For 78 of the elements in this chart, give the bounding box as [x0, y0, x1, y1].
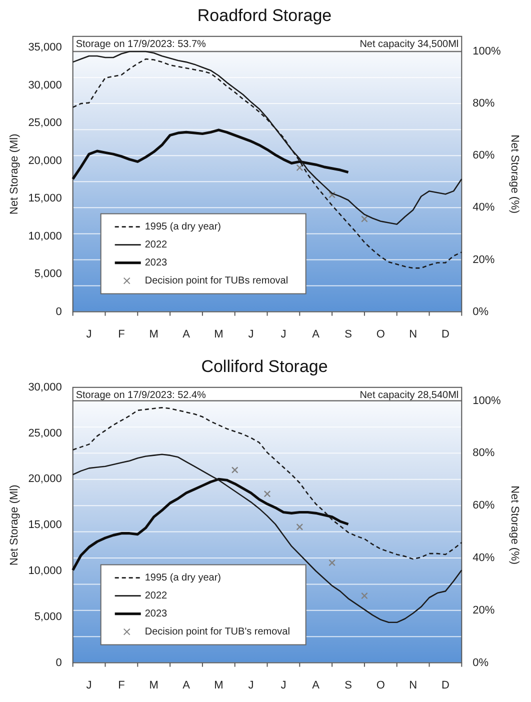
legend-label: 1995 (a dry year) [144, 222, 221, 233]
y-tick-label: 15,000 [28, 192, 62, 205]
x-tick-label: M [214, 328, 224, 340]
point [296, 524, 304, 530]
y-tick-label: 0 [56, 306, 62, 318]
x-tick-label: J [248, 328, 254, 340]
annotation: Net capacity 34,500Ml [360, 39, 459, 50]
y2-tick-label: 60% [472, 150, 495, 162]
y-tick-label: 25,000 [28, 427, 62, 440]
y2-tick-label: 60% [472, 500, 495, 512]
y2-tick-label: 80% [472, 98, 495, 110]
x-tick-label: J [280, 328, 286, 340]
y-tick-label: 30,000 [28, 381, 62, 394]
legend-label: Decision point for TUBs removal [144, 276, 288, 287]
x-tick-label: F [118, 679, 126, 692]
x-tick-label: S [344, 328, 352, 340]
point [361, 592, 368, 600]
point [328, 191, 336, 198]
y-tick-label: 20,000 [28, 154, 62, 167]
chart-title: Colliford Storage [201, 356, 328, 376]
x-tick-label: J [280, 679, 286, 692]
y2-tick-label: 100% [472, 394, 502, 407]
y2-tick-label: 40% [472, 202, 495, 214]
y-tick-label: 5,000 [34, 610, 62, 623]
y2-tick-label: 0% [472, 656, 489, 669]
legend-label: 2022 [144, 590, 168, 602]
y-tick-label: 10,000 [28, 565, 62, 578]
y-tick-label: 15,000 [28, 519, 62, 532]
y2-tick-label: 20% [472, 604, 495, 616]
x-tick-label: J [248, 679, 254, 692]
y2-tick-label: 100% [472, 46, 502, 58]
x-tick-label: M [214, 679, 224, 692]
x-tick-label: M [149, 328, 158, 340]
x-tick-label: F [118, 328, 126, 340]
y-axis-title: Net Storage (Ml) [8, 134, 21, 214]
y-tick-label: 35,000 [28, 42, 62, 54]
y2-tick-label: 80% [472, 447, 495, 460]
legend-label: 2023 [144, 258, 168, 269]
y-tick-label: 0 [56, 656, 62, 669]
y2-axis-title: Net Storage (%) [508, 134, 520, 214]
annotation: Storage on 17/9/2023: 53.7% [76, 39, 206, 50]
x-tick-label: J [86, 679, 92, 692]
x-tick-label: O [376, 679, 386, 692]
point [264, 490, 271, 498]
y2-tick-label: 20% [472, 254, 495, 266]
x-tick-label: S [344, 679, 352, 692]
point [231, 466, 238, 474]
y-tick-label: 30,000 [28, 79, 62, 92]
y-tick-label: 10,000 [28, 230, 62, 242]
x-tick-label: J [86, 328, 92, 340]
y2-tick-label: 40% [472, 552, 495, 564]
x-tick-label: A [182, 679, 191, 692]
x-tick-label: N [409, 328, 418, 340]
y-axis-title: Net Storage (Ml) [8, 484, 21, 566]
x-tick-label: M [149, 679, 158, 692]
annotation: Storage on 17/9/2023: 52.4% [76, 390, 206, 402]
annotation: Net capacity 28,540Ml [360, 390, 459, 402]
point [361, 216, 368, 222]
legend-label: 2023 [144, 608, 168, 620]
line-series [72, 406, 462, 560]
chart-title: Roadford Storage [197, 6, 332, 25]
x-tick-label: A [312, 328, 320, 340]
point [296, 164, 304, 172]
x-tick-label: N [409, 679, 418, 692]
y-tick-label: 25,000 [28, 117, 62, 130]
x-tick-label: D [441, 328, 450, 340]
x-tick-label: D [441, 679, 450, 692]
legend-label: Decision point for TUB's removal [144, 626, 290, 638]
legend-label: 2022 [144, 240, 168, 251]
point [328, 559, 336, 566]
legend-label: 1995 (a dry year) [144, 572, 221, 584]
x-tick-label: A [182, 328, 191, 340]
x-tick-label: A [312, 679, 320, 692]
y-tick-label: 5,000 [34, 268, 62, 280]
y2-tick-label: 0% [472, 306, 489, 318]
y2-axis-title: Net Storage (%) [508, 486, 520, 565]
x-tick-label: O [376, 328, 386, 340]
y-tick-label: 20,000 [28, 473, 62, 486]
